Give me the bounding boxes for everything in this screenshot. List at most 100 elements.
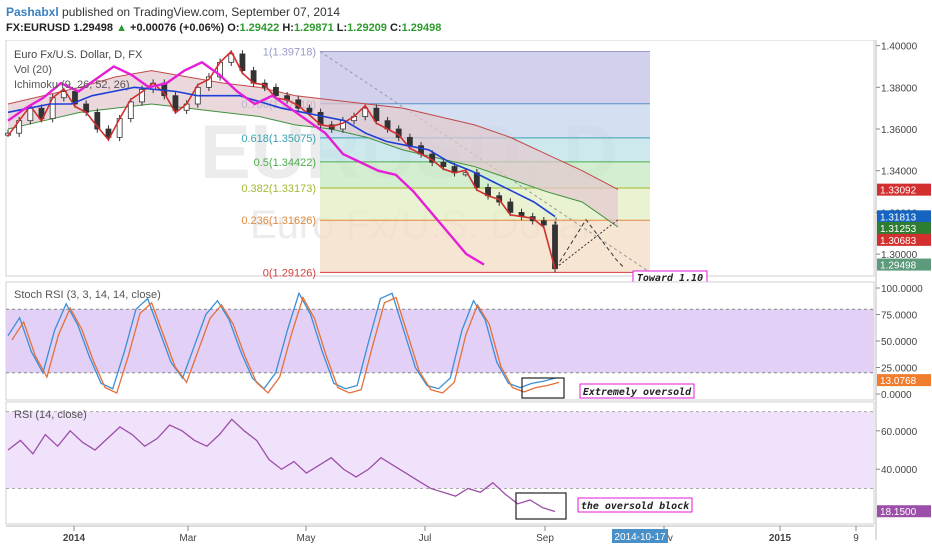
candle-body	[27, 107, 34, 122]
price-label-text: 1.30683	[880, 236, 917, 247]
volume-indicator-label: Vol (20)	[14, 64, 52, 76]
published-text: published on TradingView.com, September …	[62, 5, 341, 19]
stoch-tick-label: 100.0000	[881, 284, 923, 295]
last-price: 1.29498	[73, 22, 113, 34]
price-pane: EURUSD, DEuro Fx/U.S. Dollar1(1.39718)0.…	[5, 40, 931, 540]
candle-body	[105, 128, 112, 138]
projection-mark	[555, 219, 619, 269]
price-tick-label: 1.30000	[881, 250, 918, 261]
price-label-text: 1.33092	[880, 186, 917, 197]
rsi-oversold-box	[515, 492, 567, 520]
rsi-annotation-text: the oversold block	[581, 501, 690, 512]
candle-body	[440, 161, 447, 167]
ichimoku-indicator-label: Ichimoku (9, 26, 52, 26)	[14, 79, 130, 91]
fib-zone	[320, 51, 650, 104]
fib-zone	[320, 220, 650, 273]
price-label-bg	[877, 233, 931, 246]
candle-body	[94, 111, 101, 130]
candle-body	[273, 86, 279, 97]
price-label-text: 1.31253	[880, 224, 917, 235]
ichimoku-cloud	[8, 70, 618, 228]
price-label-text: 1.29498	[880, 261, 917, 272]
high-value: 1.29871	[293, 22, 334, 34]
stoch-tick-label: 0.0000	[881, 390, 912, 401]
time-tick-label: Sep	[536, 533, 554, 544]
price-tick-label: 1.34000	[881, 167, 918, 178]
stoch-oversold-box	[521, 377, 565, 399]
time-tick-label: Jul	[419, 533, 432, 544]
symbol-quote-line: FX:EURUSD 1.29498 ▲ +0.00076 (+0.06%) O:…	[6, 22, 441, 34]
candle-body	[139, 89, 145, 103]
close-value: 1.29498	[401, 22, 442, 34]
publish-line: Pashabxl published on TradingView.com, S…	[6, 5, 340, 19]
price-label-bg	[877, 183, 931, 196]
stoch-rsi-pane: Stoch RSI (3, 3, 14, 14, close) Extremely…	[5, 281, 931, 401]
open-value: 1.29422	[239, 22, 280, 34]
stoch-annotation-box	[579, 383, 695, 399]
fib-level-label: 0.618(1.35075)	[241, 133, 316, 145]
chikou-span-line	[7, 60, 485, 266]
stoch-annotation-text: Extremely oversold	[583, 387, 692, 398]
stoch-band	[6, 309, 874, 373]
candle-body	[228, 53, 235, 63]
chart-title: Euro Fx/U.S. Dollar, D, FX	[14, 49, 143, 61]
rsi-tick-label: 40.0000	[881, 465, 918, 476]
rsi-pane: RSI (14, close) the oversold block 60.0000…	[5, 401, 931, 525]
time-axis: 2014MarMayJulSepNov201592014-10-17	[6, 525, 874, 544]
stoch-title: Stoch RSI (3, 3, 14, 14, close)	[14, 289, 161, 301]
fib-level-label: 0.382(1.33173)	[241, 183, 316, 195]
rsi-band	[6, 411, 874, 489]
candle-body	[206, 76, 212, 88]
cursor-date-label: 2014-10-17	[614, 532, 666, 543]
candle-body	[127, 101, 134, 119]
candle-body	[72, 91, 78, 105]
stoch-tick-label: 25.0000	[881, 364, 918, 375]
up-triangle-icon: ▲	[116, 22, 127, 34]
candle-body	[406, 136, 413, 147]
time-tick-label: 2014	[63, 533, 86, 544]
rsi-annotation-box	[577, 497, 693, 513]
price-label-bg	[877, 258, 931, 271]
candle-body	[473, 172, 480, 188]
high-label: H:	[282, 22, 294, 34]
stoch-tick-label: 50.0000	[881, 337, 918, 348]
tenkan-line	[7, 50, 556, 269]
stoch-k-line	[7, 291, 556, 390]
price-change: +0.00076 (+0.06%)	[130, 22, 225, 34]
kijun-line	[7, 86, 556, 218]
author-link[interactable]: Pashabxl	[6, 5, 59, 19]
time-tick-label: 2015	[769, 533, 792, 544]
time-tick-label: 9	[853, 533, 859, 544]
stoch-tick-label: 75.0000	[881, 311, 918, 322]
candle-body	[362, 107, 369, 117]
fib-level-label: 0(1.29126)	[263, 267, 316, 279]
fib-level-label: 0.5(1.34422)	[254, 157, 316, 169]
candle-body	[239, 53, 246, 72]
symbol-label: FX:EURUSD	[6, 22, 71, 34]
candle-body	[172, 95, 179, 111]
stoch-d-line	[11, 295, 560, 394]
price-label-bg	[877, 221, 931, 234]
candle-body	[507, 201, 514, 213]
candle-body	[373, 107, 380, 122]
senkou-span-a-line	[7, 70, 619, 190]
price-label-bg	[877, 210, 931, 223]
fib-level-label: 1(1.39718)	[263, 47, 316, 59]
price-label-text: 1.31813	[880, 212, 917, 223]
candle-body	[60, 91, 67, 99]
time-tick-label: May	[297, 533, 316, 544]
cursor-date-bg	[612, 529, 668, 543]
rsi-value-bg	[877, 505, 931, 518]
chart-area[interactable]: EURUSD, DEuro Fx/U.S. Dollar1(1.39718)0.…	[0, 40, 932, 550]
rsi-tick-label: 60.0000	[881, 427, 918, 438]
candle-body	[540, 220, 547, 226]
stoch-value-label: 13.0768	[880, 376, 917, 387]
fib-level-label: 0.236(1.31626)	[241, 215, 316, 227]
chart-header: Pashabxl published on TradingView.com, S…	[0, 0, 932, 40]
price-tick-label: 1.36000	[881, 125, 918, 136]
projection-path	[555, 218, 625, 269]
senkou-span-b-line	[7, 103, 619, 228]
low-label: L:	[336, 22, 348, 34]
price-tick-label: 1.38000	[881, 83, 918, 94]
low-value: 1.29209	[347, 22, 387, 34]
